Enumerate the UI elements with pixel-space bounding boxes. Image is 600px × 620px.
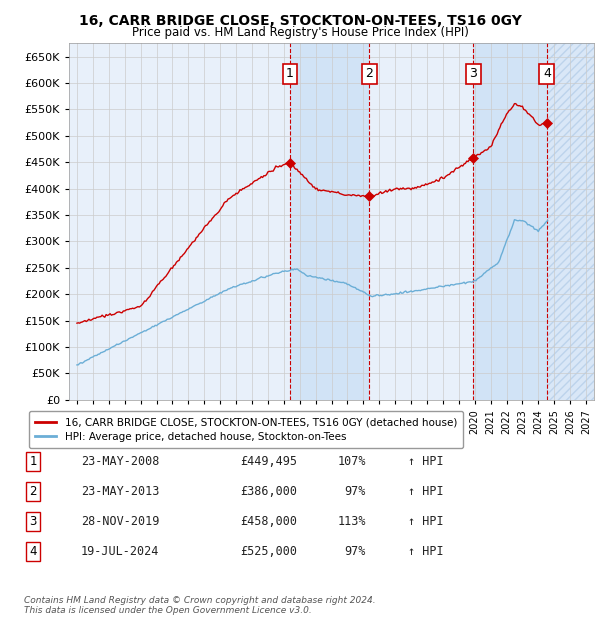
- Text: 4: 4: [29, 545, 37, 557]
- Text: £458,000: £458,000: [240, 515, 297, 528]
- Text: 4: 4: [543, 67, 551, 80]
- Text: 1: 1: [286, 67, 294, 80]
- Text: 1: 1: [29, 456, 37, 468]
- Text: 19-JUL-2024: 19-JUL-2024: [81, 545, 160, 557]
- Text: 113%: 113%: [337, 515, 366, 528]
- Text: 107%: 107%: [337, 456, 366, 468]
- Text: 3: 3: [29, 515, 37, 528]
- Text: 23-MAY-2008: 23-MAY-2008: [81, 456, 160, 468]
- Text: 28-NOV-2019: 28-NOV-2019: [81, 515, 160, 528]
- Text: 23-MAY-2013: 23-MAY-2013: [81, 485, 160, 498]
- Text: 2: 2: [29, 485, 37, 498]
- Legend: 16, CARR BRIDGE CLOSE, STOCKTON-ON-TEES, TS16 0GY (detached house), HPI: Average: 16, CARR BRIDGE CLOSE, STOCKTON-ON-TEES,…: [29, 411, 463, 448]
- Text: ↑ HPI: ↑ HPI: [408, 515, 443, 528]
- Text: Contains HM Land Registry data © Crown copyright and database right 2024.
This d: Contains HM Land Registry data © Crown c…: [24, 596, 376, 615]
- Text: £386,000: £386,000: [240, 485, 297, 498]
- Text: £525,000: £525,000: [240, 545, 297, 557]
- Text: Price paid vs. HM Land Registry's House Price Index (HPI): Price paid vs. HM Land Registry's House …: [131, 26, 469, 39]
- Text: 3: 3: [469, 67, 477, 80]
- Text: ↑ HPI: ↑ HPI: [408, 545, 443, 557]
- Bar: [547, 43, 600, 400]
- Text: ↑ HPI: ↑ HPI: [408, 456, 443, 468]
- Text: ↑ HPI: ↑ HPI: [408, 485, 443, 498]
- Text: 97%: 97%: [344, 485, 366, 498]
- Bar: [473, 43, 547, 400]
- Text: £449,495: £449,495: [240, 456, 297, 468]
- Text: 2: 2: [365, 67, 373, 80]
- Text: 97%: 97%: [344, 545, 366, 557]
- Text: 16, CARR BRIDGE CLOSE, STOCKTON-ON-TEES, TS16 0GY: 16, CARR BRIDGE CLOSE, STOCKTON-ON-TEES,…: [79, 14, 521, 28]
- Bar: [290, 43, 370, 400]
